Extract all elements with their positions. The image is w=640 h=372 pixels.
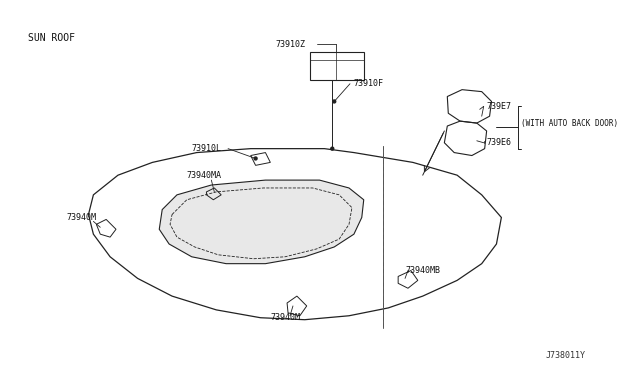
Text: 73940MA: 73940MA <box>187 171 222 180</box>
Text: 73940MB: 73940MB <box>405 266 440 275</box>
Text: J738011Y: J738011Y <box>546 350 586 360</box>
Text: 73910L: 73910L <box>192 144 221 153</box>
Text: 73940M: 73940M <box>270 313 300 322</box>
Text: (WITH AUTO BACK DOOR): (WITH AUTO BACK DOOR) <box>521 119 618 128</box>
Text: 739E6: 739E6 <box>486 138 511 147</box>
Text: 73940M: 73940M <box>67 213 97 222</box>
Circle shape <box>254 157 257 160</box>
Circle shape <box>331 147 333 150</box>
Bar <box>310 52 364 80</box>
Text: SUN ROOF: SUN ROOF <box>28 33 74 42</box>
Circle shape <box>333 100 336 103</box>
Text: 73910Z: 73910Z <box>275 40 305 49</box>
Text: 739E7: 739E7 <box>486 102 511 111</box>
Polygon shape <box>159 180 364 264</box>
Text: 73910F: 73910F <box>354 79 384 88</box>
